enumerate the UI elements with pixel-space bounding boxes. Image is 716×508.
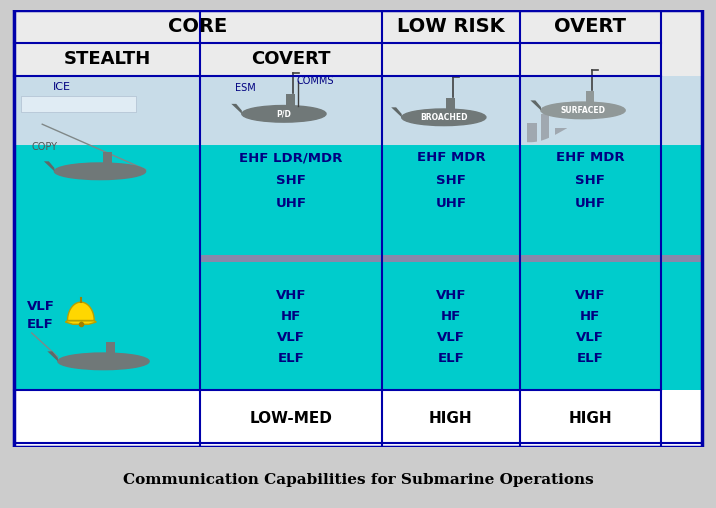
Text: COPY: COPY xyxy=(32,142,58,152)
Text: LOW RISK: LOW RISK xyxy=(397,17,505,36)
Text: VHF: VHF xyxy=(575,290,605,302)
Text: ELF: ELF xyxy=(437,352,464,365)
Ellipse shape xyxy=(58,353,149,370)
Bar xyxy=(21,97,136,112)
Bar xyxy=(14,76,702,145)
Bar xyxy=(14,43,702,76)
Text: HF: HF xyxy=(441,310,461,324)
Text: EHF MDR: EHF MDR xyxy=(417,151,485,164)
Bar xyxy=(200,255,702,262)
Bar xyxy=(14,76,702,390)
Text: COVERT: COVERT xyxy=(251,50,331,68)
Text: STEALTH: STEALTH xyxy=(64,50,150,68)
Text: BROACHED: BROACHED xyxy=(420,113,468,122)
Ellipse shape xyxy=(242,106,326,122)
Text: ESM: ESM xyxy=(235,83,256,92)
Polygon shape xyxy=(531,101,541,110)
Polygon shape xyxy=(44,162,54,171)
Text: HIGH: HIGH xyxy=(569,411,612,426)
Bar xyxy=(555,128,567,145)
Text: UHF: UHF xyxy=(435,197,466,210)
Text: Communication Capabilities for Submarine Operations: Communication Capabilities for Submarine… xyxy=(122,473,594,487)
Bar xyxy=(106,342,115,355)
Text: EHF LDR/MDR: EHF LDR/MDR xyxy=(239,151,343,164)
Text: ELF: ELF xyxy=(26,318,54,331)
Text: VHF: VHF xyxy=(435,290,466,302)
Polygon shape xyxy=(65,302,96,324)
Bar xyxy=(14,390,702,447)
Bar xyxy=(526,123,537,145)
Text: CORE: CORE xyxy=(168,17,228,36)
Text: VHF: VHF xyxy=(276,290,306,302)
Bar xyxy=(102,152,112,164)
Polygon shape xyxy=(47,352,58,361)
Text: SHF: SHF xyxy=(575,174,605,187)
Text: EHF MDR: EHF MDR xyxy=(556,151,624,164)
Polygon shape xyxy=(391,107,402,117)
Text: ELF: ELF xyxy=(278,352,304,365)
Text: LOW-MED: LOW-MED xyxy=(249,411,332,426)
Text: COMMS: COMMS xyxy=(296,76,334,86)
Text: VLF: VLF xyxy=(576,331,604,344)
Text: SHF: SHF xyxy=(436,174,466,187)
Text: HF: HF xyxy=(281,310,301,324)
Text: SURFACED: SURFACED xyxy=(561,106,606,115)
Polygon shape xyxy=(231,104,242,114)
Text: UHF: UHF xyxy=(574,197,606,210)
Text: HIGH: HIGH xyxy=(429,411,473,426)
Ellipse shape xyxy=(54,163,145,180)
Text: VLF: VLF xyxy=(437,331,465,344)
Text: VLF: VLF xyxy=(26,300,54,313)
Polygon shape xyxy=(14,117,702,145)
Text: OVERT: OVERT xyxy=(554,17,626,36)
Text: HF: HF xyxy=(580,310,600,324)
Text: P/D: P/D xyxy=(276,109,291,118)
Bar xyxy=(541,114,549,145)
Ellipse shape xyxy=(402,109,486,125)
Bar xyxy=(14,10,702,43)
Text: ELF: ELF xyxy=(576,352,604,365)
Text: SHF: SHF xyxy=(276,174,306,187)
Bar xyxy=(286,94,295,107)
Bar xyxy=(586,91,594,103)
Text: VLF: VLF xyxy=(277,331,305,344)
Text: UHF: UHF xyxy=(276,197,306,210)
Bar xyxy=(446,98,455,110)
Text: ICE: ICE xyxy=(52,82,70,92)
Ellipse shape xyxy=(541,102,625,119)
